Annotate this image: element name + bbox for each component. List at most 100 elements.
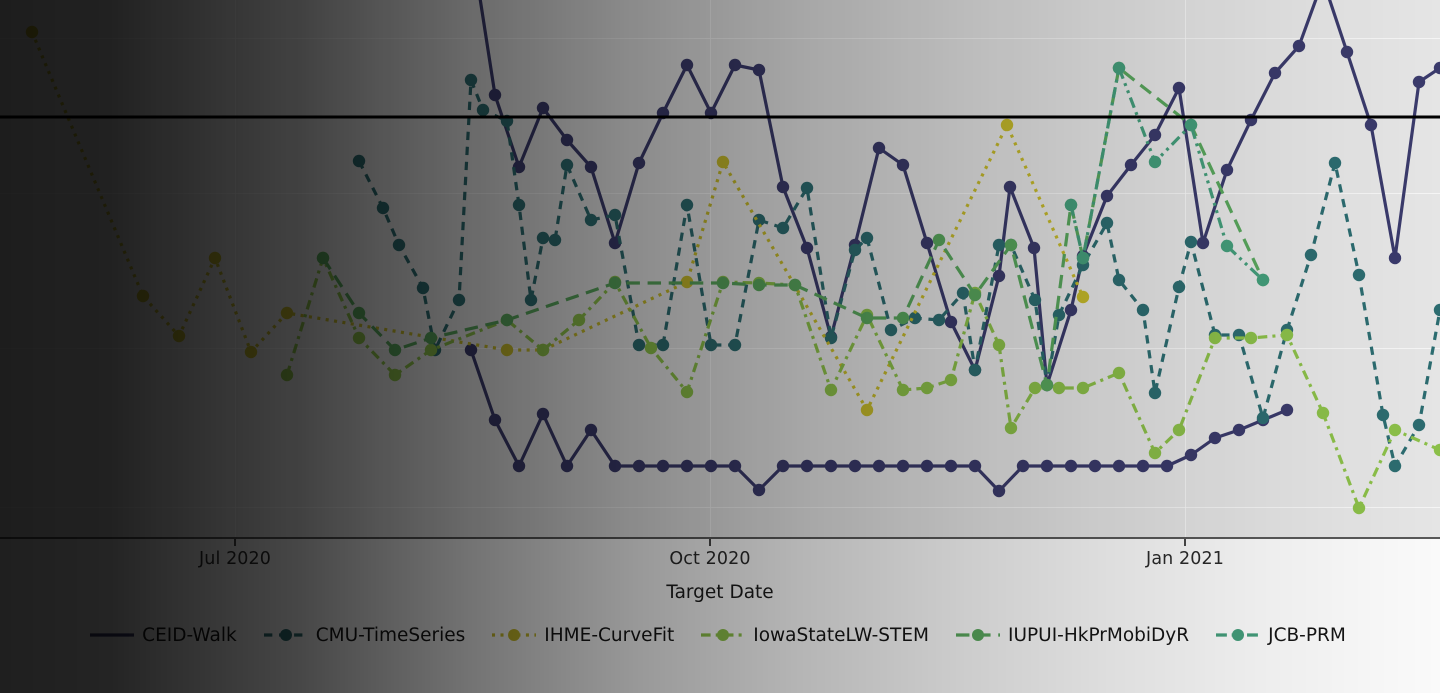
data-point xyxy=(752,213,766,227)
data-point xyxy=(208,251,222,265)
data-point xyxy=(1232,423,1246,437)
data-point xyxy=(752,483,766,497)
data-point xyxy=(1064,303,1078,317)
data-point xyxy=(1076,381,1090,395)
data-point xyxy=(968,288,982,302)
data-point xyxy=(560,459,574,473)
x-tick-mark-2 xyxy=(1184,538,1186,546)
data-point xyxy=(1088,459,1102,473)
data-point xyxy=(1100,189,1114,203)
data-point xyxy=(872,459,886,473)
data-point xyxy=(1148,386,1162,400)
data-point xyxy=(1028,293,1042,307)
data-point xyxy=(1196,236,1210,250)
data-point xyxy=(1136,459,1150,473)
data-point xyxy=(920,459,934,473)
data-point xyxy=(536,343,550,357)
data-point xyxy=(1148,128,1162,142)
data-point xyxy=(1388,423,1402,437)
data-point xyxy=(608,276,622,290)
horizontal-gridlines xyxy=(0,38,1440,508)
data-point xyxy=(944,315,958,329)
data-point xyxy=(1000,118,1014,132)
legend-label: IHME-CurveFit xyxy=(544,624,675,646)
data-point xyxy=(1316,406,1330,420)
data-point xyxy=(1388,251,1402,265)
data-series-layer xyxy=(25,0,1440,515)
legend-item-ihme-curvefit[interactable]: IHME-CurveFit xyxy=(491,618,674,652)
data-point xyxy=(392,238,406,252)
data-point xyxy=(424,331,438,345)
data-point xyxy=(680,459,694,473)
data-point xyxy=(1208,331,1222,345)
data-point xyxy=(896,459,910,473)
legend-item-iowastatelw-stem[interactable]: IowaStateLW-STEM xyxy=(700,618,929,652)
data-point xyxy=(1412,75,1426,89)
data-point xyxy=(1304,248,1318,262)
data-point xyxy=(584,160,598,174)
data-point xyxy=(136,289,150,303)
data-point xyxy=(1352,501,1366,515)
data-point xyxy=(872,141,886,155)
legend-swatch-icon xyxy=(955,626,1001,644)
data-point xyxy=(860,231,874,245)
series-line xyxy=(478,0,1440,387)
data-point xyxy=(776,459,790,473)
chart-legend[interactable]: CEID-Walk CMU-TimeSeries IHME-CurveFit Iowa… xyxy=(0,618,1440,652)
legend-item-iupui-hkprmobidyr[interactable]: IUPUI-HkPrMobiDyR xyxy=(955,618,1189,652)
data-point xyxy=(388,368,402,382)
data-point xyxy=(656,338,670,352)
x-axis-line xyxy=(0,537,1440,539)
data-point xyxy=(944,373,958,387)
data-point xyxy=(932,233,946,247)
data-point xyxy=(1064,198,1078,212)
data-point xyxy=(1433,303,1440,317)
data-point xyxy=(1100,216,1114,230)
series-ceid-walk-upper xyxy=(478,0,1440,392)
data-point xyxy=(536,407,550,421)
data-point xyxy=(1004,238,1018,252)
data-point xyxy=(1076,251,1090,265)
data-point xyxy=(536,101,550,115)
data-point xyxy=(1184,235,1198,249)
data-point xyxy=(1220,163,1234,177)
data-point xyxy=(800,459,814,473)
data-point xyxy=(716,276,730,290)
data-point xyxy=(560,158,574,172)
data-point xyxy=(1412,418,1426,432)
data-point xyxy=(788,278,802,292)
data-point xyxy=(632,459,646,473)
data-point xyxy=(1112,61,1126,75)
legend-item-ceid-walk[interactable]: CEID-Walk xyxy=(89,618,237,652)
data-point xyxy=(424,343,438,357)
data-point xyxy=(1112,459,1126,473)
data-point xyxy=(352,331,366,345)
data-point xyxy=(500,343,514,357)
x-tick-label-oct-2020: Oct 2020 xyxy=(669,549,751,569)
data-point xyxy=(352,306,366,320)
data-point xyxy=(776,180,790,194)
data-point xyxy=(1172,423,1186,437)
data-point xyxy=(172,329,186,343)
plot-area xyxy=(0,0,1440,537)
x-tick-mark-1 xyxy=(709,538,711,546)
legend-item-cmu-timeseries[interactable]: CMU-TimeSeries xyxy=(263,618,465,652)
legend-label: CEID-Walk xyxy=(142,624,237,646)
data-point xyxy=(1064,459,1078,473)
legend-swatch-icon xyxy=(700,626,746,644)
data-point xyxy=(1184,448,1198,462)
data-point xyxy=(1172,81,1186,95)
data-point xyxy=(280,306,294,320)
data-point xyxy=(1220,239,1234,253)
data-point xyxy=(1256,273,1270,287)
data-point xyxy=(776,221,790,235)
legend-item-jcb-prm[interactable]: JCB-PRM xyxy=(1215,618,1346,652)
data-point xyxy=(548,233,562,247)
data-point xyxy=(1376,408,1390,422)
data-point xyxy=(1003,180,1017,194)
data-point xyxy=(464,73,478,87)
data-point xyxy=(1076,290,1090,304)
data-point xyxy=(512,198,526,212)
series-cmu-timeseries xyxy=(352,73,1440,473)
data-point xyxy=(1352,268,1366,282)
